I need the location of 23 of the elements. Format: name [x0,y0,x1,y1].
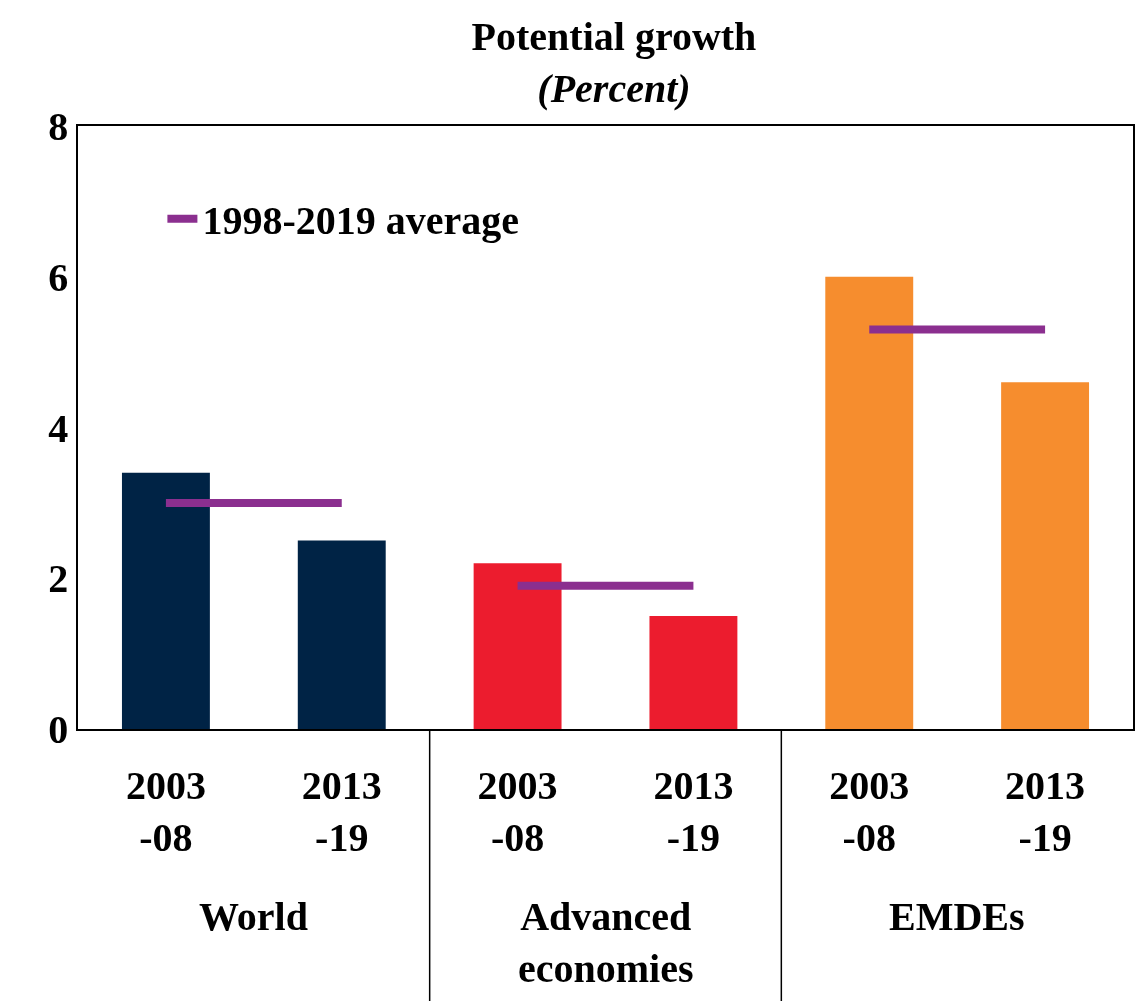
chart-title: Potential growth [471,14,757,60]
x-tick-label: 2003 -08 [477,762,558,860]
bar [649,615,738,729]
text: Advanced economies [518,894,694,991]
chart-subtitle: (Percent) [537,66,691,112]
bar [473,563,562,729]
x-tick-label: 2013 -19 [653,762,734,860]
x-tick-label: 2013 -19 [301,762,382,860]
y-tick-label: 4 [48,405,69,451]
y-tick-label: 2 [48,556,69,602]
bar [1001,382,1090,729]
bar [297,540,386,729]
x-tick-label: 2003 -08 [125,762,206,860]
y-tick-label: 0 [48,707,69,752]
x-tick-label: 2013 -19 [1005,762,1086,860]
x-tick-label: 2003 -08 [829,762,910,860]
y-tick-label: 6 [48,254,69,300]
y-tick-label: 8 [48,104,69,149]
bar [825,276,914,729]
bar [121,472,210,729]
legend-label: 1998-2019 average [202,198,519,244]
text: EMDEs [889,894,1025,939]
text: World [199,894,308,939]
